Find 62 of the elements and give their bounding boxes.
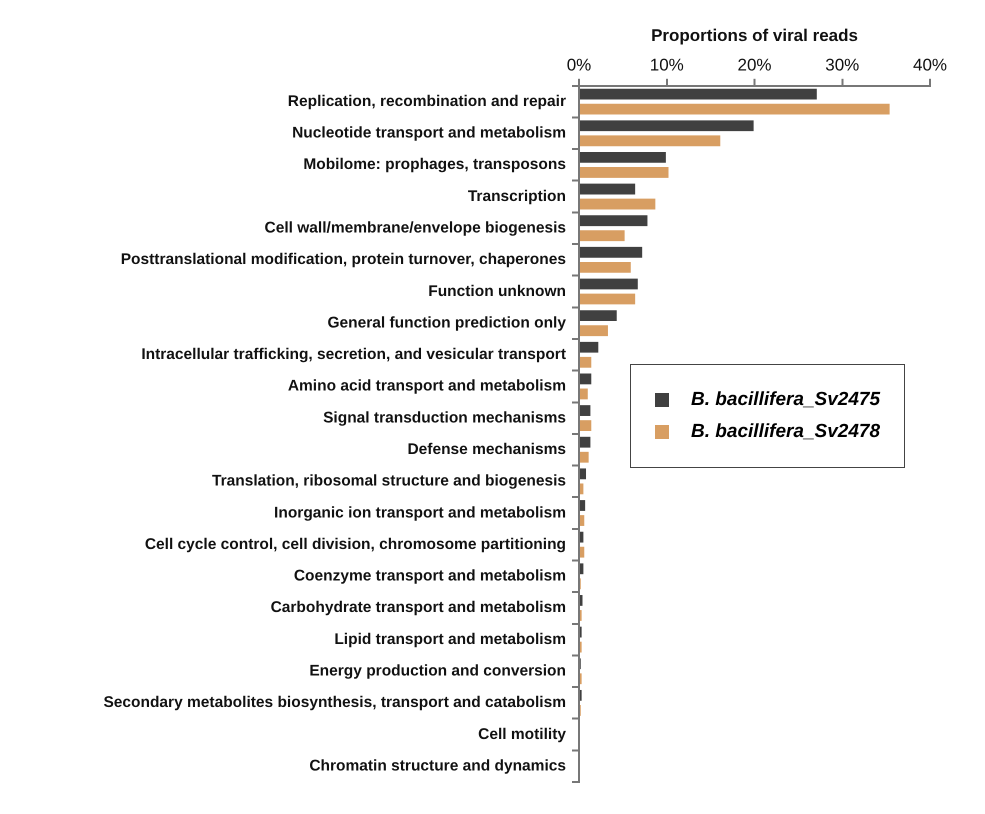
bar xyxy=(580,420,592,432)
bar xyxy=(580,342,598,353)
y-tick-label: Inorganic ion transport and metabolism xyxy=(274,504,566,522)
x-tick-label: 10% xyxy=(650,55,684,74)
bar xyxy=(580,374,592,384)
x-tick-label: 20% xyxy=(737,55,772,74)
y-tick-label: Coenzyme transport and metabolism xyxy=(294,568,566,585)
bar xyxy=(580,278,638,290)
y-tick-label: Lipid transport and metabolism xyxy=(334,630,566,648)
bar xyxy=(580,294,636,304)
y-tick-label: Energy production and conversion xyxy=(309,662,566,680)
y-tick-label: Replication, recombination and repair xyxy=(288,92,566,110)
bar xyxy=(580,468,586,480)
legend-label: B. bacillifera_Sv2475 xyxy=(691,388,880,411)
bar xyxy=(580,452,589,463)
bar xyxy=(580,500,586,511)
bar xyxy=(580,88,817,100)
bar xyxy=(580,515,584,526)
bar xyxy=(580,120,754,132)
bar xyxy=(580,356,592,368)
bar xyxy=(580,104,890,115)
x-axis-title: Proportions of viral reads xyxy=(651,26,858,45)
legend-label: B. bacillifera_Sv2478 xyxy=(691,420,880,443)
x-tick-label: 30% xyxy=(825,55,860,74)
y-tick-label: Chromatin structure and dynamics xyxy=(309,757,566,774)
y-tick-label: Amino acid transport and metabolism xyxy=(288,378,566,395)
y-tick-label: Mobilome: prophages, transposons xyxy=(303,156,566,174)
bar xyxy=(580,310,617,322)
y-tick-label: Posttranslational modification, protein turnover, chaperones xyxy=(120,251,566,268)
y-tick-label: Nucleotide transport and metabolism xyxy=(292,124,566,142)
bar xyxy=(580,184,636,194)
bar xyxy=(580,135,720,146)
y-tick-label: Cell motility xyxy=(478,726,566,743)
bar xyxy=(580,532,584,543)
bar xyxy=(580,262,631,273)
y-tick-label: Cell cycle control, cell division, chromosome partitioning xyxy=(144,536,566,553)
x-tick-label: 0% xyxy=(566,55,592,74)
y-tick-label: Secondary metabolites biosynthesis, transport and catabolism xyxy=(103,694,566,712)
y-tick-label: Cell wall/membrane/envelope biogenesis xyxy=(264,219,566,236)
bar xyxy=(580,246,642,258)
y-tick-label: Transcription xyxy=(468,188,566,205)
y-tick-label: Signal transduction mechanisms xyxy=(323,409,566,426)
bar xyxy=(580,198,656,210)
y-tick-label: Carbohydrate transport and metabolism xyxy=(270,599,566,616)
y-tick-label: General function prediction only xyxy=(327,314,566,332)
y-tick-label: Defense mechanisms xyxy=(407,441,566,458)
y-tick-label: Translation, ribosomal structure and biogenesis xyxy=(212,472,566,490)
bar xyxy=(580,325,608,336)
x-tick-label: 40% xyxy=(912,55,948,74)
y-tick-label: Function unknown xyxy=(428,282,566,300)
bar xyxy=(580,595,583,606)
y-tick-label: Intracellular trafficking, secretion, and vesicular transport xyxy=(141,346,566,364)
bar xyxy=(580,388,588,400)
bar xyxy=(580,230,625,242)
bar xyxy=(580,405,590,416)
bar xyxy=(580,152,666,163)
bar xyxy=(580,167,669,178)
bar xyxy=(580,546,584,558)
bar xyxy=(580,563,584,574)
bar xyxy=(580,436,590,448)
bar xyxy=(580,215,648,226)
bar xyxy=(580,483,584,494)
